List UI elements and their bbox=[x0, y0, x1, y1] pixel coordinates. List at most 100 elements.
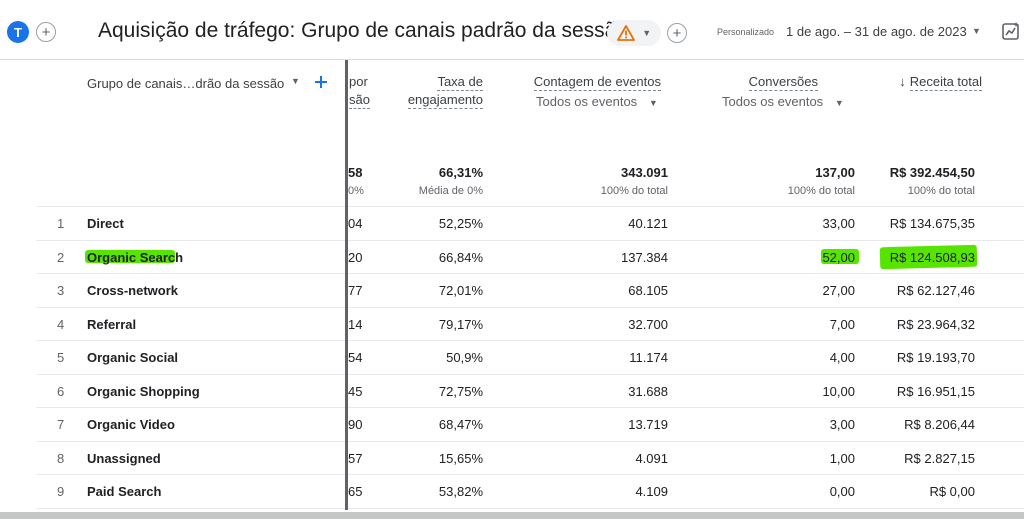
event-count: 4.091 bbox=[635, 450, 668, 466]
caret-down-icon: ▼ bbox=[834, 98, 844, 108]
table-row[interactable]: 7 Organic Video 90 68,47% 13.719 3,00 R$ 8.206… bbox=[0, 407, 1024, 441]
horizontal-scrollbar[interactable] bbox=[0, 512, 1024, 519]
total-conversions: 137,00 bbox=[815, 165, 855, 180]
engagement-header-line1: Taxa de bbox=[437, 74, 483, 91]
insights-icon[interactable] bbox=[1001, 21, 1021, 41]
row-divider bbox=[36, 373, 1024, 375]
engagement-column-header[interactable]: Taxa de engajamento bbox=[383, 74, 483, 109]
channel-name[interactable]: Organic Video bbox=[87, 417, 175, 432]
partial-value: 77 bbox=[348, 283, 363, 298]
channel-name[interactable]: Organic Social bbox=[87, 350, 179, 365]
row-divider bbox=[36, 507, 1024, 509]
channel-name[interactable]: Paid Search bbox=[87, 484, 162, 499]
data-quality-chip[interactable]: ▼ bbox=[607, 20, 661, 46]
row-index: 5 bbox=[57, 350, 65, 365]
channel-name[interactable]: Referral bbox=[87, 316, 137, 332]
avatar[interactable]: T bbox=[7, 21, 29, 43]
table-row[interactable]: 1 Direct 04 52,25% 40.121 33,00 R$ 134.675,35 bbox=[0, 206, 1024, 240]
total-events: 343.091 bbox=[621, 165, 668, 180]
conversions-value: 0,00 bbox=[829, 484, 855, 499]
conversions-value: 27,00 bbox=[822, 283, 855, 298]
channel-name[interactable]: Direct bbox=[87, 216, 124, 231]
frozen-column-divider[interactable] bbox=[345, 60, 348, 510]
total-partial-sub: 0% bbox=[348, 185, 364, 197]
conversions-value: 4,00 bbox=[829, 350, 855, 365]
event-count: 4.109 bbox=[635, 484, 668, 499]
add-dimension-icon[interactable] bbox=[314, 75, 328, 89]
page-title: Aquisição de tráfego: Grupo de canais pa… bbox=[98, 19, 629, 42]
events-filter[interactable]: Todos os eventos ▼ bbox=[536, 94, 658, 109]
table-row[interactable]: 3 Cross-network 77 72,01% 68.105 27,00 R$ 62.1… bbox=[0, 273, 1024, 307]
caret-down-icon[interactable]: ▼ bbox=[972, 26, 981, 36]
conversions-filter[interactable]: Todos os eventos ▼ bbox=[722, 94, 844, 109]
conversions-header-label: Conversões bbox=[748, 74, 818, 91]
event-count: 13.719 bbox=[628, 417, 668, 432]
row-index: 8 bbox=[57, 450, 65, 466]
partial-value: 57 bbox=[348, 450, 363, 466]
table-row[interactable]: 2 Organic Search 20 66,84% 137.384 52,00 R$ 12… bbox=[0, 240, 1024, 274]
partial-column-header-bottom: são bbox=[349, 92, 370, 109]
table-row[interactable]: 9 Paid Search 65 53,82% 4.109 0,00 R$ 0,00 bbox=[0, 474, 1024, 508]
add-card-icon[interactable]: + bbox=[667, 23, 687, 43]
channel-name[interactable]: Organic Shopping bbox=[87, 383, 200, 399]
engagement-header-line2: engajamento bbox=[407, 92, 483, 109]
caret-down-icon[interactable]: ▼ bbox=[291, 76, 300, 86]
partial-value: 20 bbox=[348, 249, 363, 265]
conversions-value: 3,00 bbox=[829, 417, 855, 432]
engagement-rate: 50,9% bbox=[446, 350, 483, 365]
events-column-header[interactable]: Contagem de eventos bbox=[480, 74, 661, 91]
event-count: 68.105 bbox=[628, 283, 668, 298]
table-row[interactable]: 8 Unassigned 57 15,65% 4.091 1,00 R$ 2.827,15 bbox=[0, 441, 1024, 475]
revenue-column-header[interactable]: ↓ Receita total bbox=[860, 74, 982, 91]
row-divider bbox=[36, 206, 1024, 207]
event-count: 31.688 bbox=[628, 383, 668, 399]
row-divider bbox=[36, 340, 1024, 341]
row-index: 3 bbox=[57, 283, 65, 298]
row-divider bbox=[36, 239, 1024, 241]
report-header: T + Aquisição de tráfego: Grupo de canai… bbox=[0, 0, 1024, 60]
revenue-value: R$ 23.964,32 bbox=[896, 316, 975, 332]
conversions-value: 7,00 bbox=[829, 316, 855, 332]
channel-name[interactable]: Cross-network bbox=[87, 283, 179, 298]
marker-highlight bbox=[85, 250, 175, 263]
row-divider bbox=[36, 273, 1024, 274]
row-divider bbox=[36, 440, 1024, 442]
date-range-selector[interactable]: 1 de ago. – 31 de ago. de 2023 bbox=[786, 24, 967, 39]
arrow-down-icon: ↓ bbox=[899, 74, 906, 89]
caret-down-icon: ▼ bbox=[648, 98, 658, 108]
events-filter-label: Todos os eventos bbox=[536, 94, 638, 109]
conversions-column-header[interactable]: Conversões bbox=[700, 74, 818, 91]
engagement-rate: 15,65% bbox=[438, 450, 483, 466]
add-comparison-icon[interactable]: + bbox=[36, 22, 56, 42]
conversions-value: 1,00 bbox=[829, 450, 855, 466]
engagement-rate: 53,82% bbox=[438, 484, 483, 499]
channel-name[interactable]: Unassigned bbox=[87, 450, 161, 466]
revenue-value: R$ 134.675,35 bbox=[889, 216, 975, 231]
revenue-value: R$ 8.206,44 bbox=[904, 417, 975, 432]
partial-value: 45 bbox=[348, 383, 363, 399]
partial-value: 04 bbox=[348, 216, 363, 231]
engagement-rate: 52,25% bbox=[438, 216, 483, 231]
total-revenue-sub: 100% do total bbox=[907, 185, 975, 197]
event-count: 137.384 bbox=[621, 249, 668, 265]
engagement-rate: 72,75% bbox=[438, 383, 483, 399]
dimension-column-header[interactable]: Grupo de canais…drão da sessão bbox=[87, 76, 285, 91]
table-row[interactable]: 5 Organic Social 54 50,9% 11.174 4,00 R$ 19.19… bbox=[0, 340, 1024, 374]
event-count: 32.700 bbox=[628, 316, 668, 332]
marker-highlight bbox=[821, 249, 859, 264]
row-index: 1 bbox=[57, 216, 65, 231]
total-partial: 58 bbox=[348, 165, 363, 180]
engagement-rate: 68,47% bbox=[438, 417, 483, 432]
row-index: 2 bbox=[57, 249, 65, 265]
revenue-value: R$ 124.508,93 bbox=[889, 249, 975, 265]
channel-name[interactable]: Organic Search bbox=[87, 249, 184, 265]
partial-column-header-top: por bbox=[349, 74, 368, 89]
revenue-value: R$ 0,00 bbox=[929, 484, 975, 499]
total-engagement: 66,31% bbox=[438, 165, 483, 180]
events-header-label: Contagem de eventos bbox=[533, 74, 661, 91]
total-conversions-sub: 100% do total bbox=[787, 185, 855, 197]
total-engagement-sub: Média de 0% bbox=[418, 185, 483, 197]
partial-value: 54 bbox=[348, 350, 363, 365]
table-row[interactable]: 6 Organic Shopping 45 72,75% 31.688 10,00 R$ 1… bbox=[0, 374, 1024, 408]
table-row[interactable]: 4 Referral 14 79,17% 32.700 7,00 R$ 23.964,32 bbox=[0, 307, 1024, 341]
